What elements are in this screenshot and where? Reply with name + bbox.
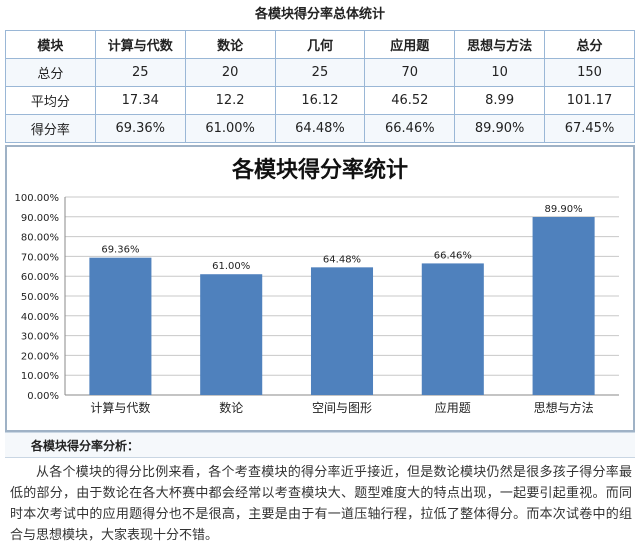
table-header-cell: 应用题 [364,30,456,59]
table-cell: 17.34 [94,86,186,115]
table-cell: 25 [274,58,366,87]
y-tick-label: 0.00% [27,391,59,402]
x-tick-label: 数论 [219,400,243,415]
bar [310,267,374,395]
y-tick-label: 20.00% [21,351,59,362]
table-cell: 得分率 [5,114,96,143]
bar [532,216,595,395]
bar-data-label: 64.48% [323,254,361,265]
table-cell: 8.99 [454,86,546,115]
x-tick-label: 应用题 [435,400,471,415]
chart-title: 各模块得分率统计 [231,157,408,183]
table-row: 得分率 69.36% 61.00% 64.48% 66.46% 89.90% 6… [5,114,635,143]
table-row: 平均分 17.34 12.2 16.12 46.52 8.99 101.17 [5,86,635,115]
y-tick-label: 100.00% [15,193,60,204]
table-cell: 平均分 [5,86,96,115]
table-cell: 20 [184,58,276,87]
table-cell: 101.17 [544,86,635,115]
table-cell: 总分 [5,58,96,87]
bar-data-label: 61.00% [212,261,250,272]
y-tick-label: 10.00% [21,371,59,382]
table-cell: 16.12 [274,86,366,115]
bar-data-label: 66.46% [434,250,472,261]
bar-data-label: 89.90% [545,204,583,215]
table-cell: 64.48% [274,114,366,143]
table-cell: 70 [364,58,456,87]
table-cell: 10 [454,58,546,87]
y-tick-label: 60.00% [21,272,59,283]
x-tick-label: 思想与方法 [534,400,594,415]
table-row: 总分 25 20 25 70 10 150 [5,58,635,87]
bar [200,274,263,395]
table-cell: 150 [544,58,635,87]
table-cell: 67.45% [544,114,635,143]
analysis-heading-bar: 各模块得分率分析： [5,432,635,458]
stats-table: 模块 计算与代数 数论 几何 应用题 思想与方法 总分 总分 25 20 25 … [5,30,635,143]
x-tick-label: 空间与图形 [312,401,372,415]
y-tick-label: 40.00% [21,312,59,323]
y-tick-label: 70.00% [21,252,59,263]
table-cell: 61.00% [184,114,276,143]
table-header-row: 模块 计算与代数 数论 几何 应用题 思想与方法 总分 [5,30,635,59]
analysis-text: 从各个模块的得分比例来看，各个考查模块的得分率近乎接近，但是数论模块仍然是很多孩… [10,465,632,543]
table-header-cell: 数论 [184,30,276,59]
table-header-cell: 思想与方法 [454,30,546,59]
y-tick-label: 80.00% [21,233,59,244]
x-tick-label: 计算与代数 [90,400,150,415]
table-header-cell: 总分 [544,30,635,59]
table-cell: 69.36% [94,114,186,143]
table-cell: 89.90% [454,114,546,143]
bar-chart: 各模块得分率统计 0.00% 10.00% 20.00% 30.00% 40.00% 50… [15,157,619,415]
table-header-cell: 计算与代数 [94,30,186,59]
y-tick-label: 50.00% [21,292,59,303]
table-header-cell: 几何 [274,30,366,59]
chart-container: 各模块得分率统计 0.00% 10.00% 20.00% 30.00% 40.00% 50… [5,145,635,432]
y-tick-label: 90.00% [21,213,59,224]
y-tick-label: 30.00% [21,332,59,343]
bar-data-label: 69.36% [101,245,139,256]
table-cell: 12.2 [184,86,276,115]
table-cell: 46.52 [364,86,456,115]
table-cell: 66.46% [364,114,456,143]
bar [89,257,152,395]
table-header-cell: 模块 [5,30,96,59]
table-cell: 25 [94,58,186,87]
table-title: 各模块得分率总体统计 [254,7,385,22]
bar [421,263,484,395]
analysis-heading: 各模块得分率分析： [31,439,140,453]
